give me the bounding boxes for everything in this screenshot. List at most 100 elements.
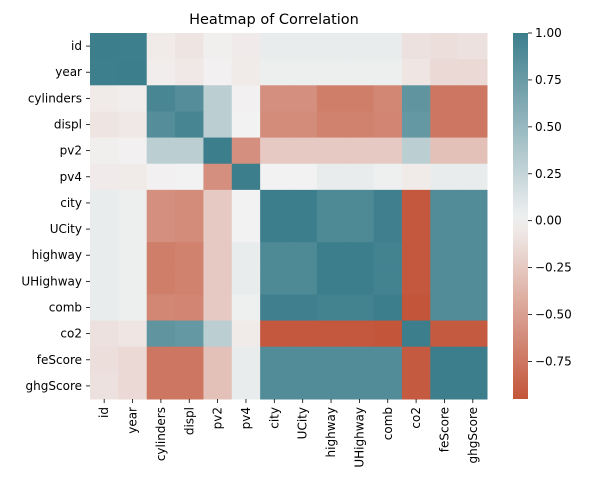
heatmap-cell-co2-city: [260, 320, 289, 348]
y-tick-label-city: city: [60, 196, 82, 210]
heatmap-cell-displ-UCity: [288, 111, 318, 139]
heatmap-cell-displ-year: [118, 111, 148, 139]
heatmap-cell-comb-pv4: [231, 294, 261, 322]
heatmap-cell-co2-cylinders: [146, 320, 176, 348]
heatmap-cell-pv4-year: [118, 163, 148, 191]
heatmap-cell-feScore-pv4: [231, 346, 261, 374]
heatmap-cell-ghgScore-feScore: [430, 372, 460, 400]
x-tick-label-UCity: UCity: [296, 407, 310, 439]
heatmap-cell-cylinders-highway: [316, 85, 346, 112]
heatmap-cell-pv2-comb: [373, 137, 403, 165]
heatmap-cell-comb-highway: [316, 294, 346, 322]
heatmap-cell-pv4-cylinders: [146, 163, 176, 191]
heatmap-cell-UHighway-co2: [401, 268, 431, 295]
heatmap-cell-displ-pv2: [203, 111, 233, 139]
colorbar-tick-label: −0.75: [535, 354, 572, 368]
heatmap-cell-city-displ: [175, 189, 204, 217]
heatmap-cell-pv2-cylinders: [146, 137, 176, 165]
heatmap-cell-UCity-comb: [373, 216, 403, 243]
heatmap-cell-UHighway-highway: [316, 268, 346, 295]
heatmap-cell-pv2-id: [90, 137, 119, 165]
heatmap-cell-UHighway-year: [118, 268, 148, 295]
heatmap-cell-UCity-displ: [175, 216, 204, 243]
heatmap-cell-co2-UHighway: [345, 320, 375, 348]
colorbar-tick-label: 0.75: [535, 73, 562, 87]
heatmap-cell-year-cylinders: [146, 59, 176, 86]
heatmap-cell-highway-cylinders: [146, 242, 176, 269]
x-tick-label-highway: highway: [324, 407, 338, 457]
heatmap-cell-UHighway-pv2: [203, 268, 233, 295]
heatmap-cell-pv4-city: [260, 163, 289, 191]
heatmap-cells: [90, 33, 488, 400]
heatmap-cell-co2-feScore: [430, 320, 460, 348]
colorbar-tick-label: −0.50: [535, 308, 572, 322]
heatmap-cell-displ-city: [260, 111, 289, 139]
heatmap-cell-highway-UHighway: [345, 242, 375, 269]
colorbar-tick-label: 0.00: [535, 214, 562, 228]
heatmap-cell-id-co2: [401, 33, 431, 60]
heatmap-cell-year-feScore: [430, 59, 460, 86]
y-tick-label-cylinders: cylinders: [28, 91, 82, 105]
heatmap-cell-cylinders-city: [260, 85, 289, 112]
heatmap-cell-pv4-co2: [401, 163, 431, 191]
heatmap-cell-pv4-highway: [316, 163, 346, 191]
heatmap-cell-UCity-city: [260, 216, 289, 243]
heatmap-cell-id-pv2: [203, 33, 233, 60]
heatmap-cell-pv4-UHighway: [345, 163, 375, 191]
heatmap-cell-cylinders-feScore: [430, 85, 460, 112]
heatmap-cell-pv2-pv4: [231, 137, 261, 165]
heatmap-cell-id-UCity: [288, 33, 318, 60]
y-tick-labels: id year cylinders displ pv2 pv4 city UCity highw…: [21, 39, 90, 393]
x-tick-label-cylinders: cylinders: [154, 407, 168, 461]
heatmap-cell-city-pv2: [203, 189, 233, 217]
heatmap-cell-ghgScore-cylinders: [146, 372, 176, 400]
heatmap-cell-id-ghgScore: [458, 33, 488, 60]
heatmap-cell-ghgScore-co2: [401, 372, 431, 400]
heatmap-cell-id-highway: [316, 33, 346, 60]
y-tick-label-feScore: feScore: [37, 353, 82, 367]
heatmap-cell-feScore-city: [260, 346, 289, 374]
heatmap-cell-ghgScore-displ: [175, 372, 204, 400]
x-tick-label-co2: co2: [409, 407, 423, 429]
x-tick-label-id: id: [97, 407, 111, 418]
heatmap-cell-highway-displ: [175, 242, 204, 269]
x-tick-label-UHighway: UHighway: [352, 407, 366, 468]
heatmap-cell-pv4-feScore: [430, 163, 460, 191]
heatmap-cell-ghgScore-highway: [316, 372, 346, 400]
heatmap-cell-city-id: [90, 189, 119, 217]
heatmap-cell-highway-feScore: [430, 242, 460, 269]
heatmap-cell-city-cylinders: [146, 189, 176, 217]
heatmap-cell-pv4-id: [90, 163, 119, 191]
y-tick-label-highway: highway: [32, 248, 82, 262]
heatmap-cell-pv2-co2: [401, 137, 431, 165]
heatmap-cell-co2-year: [118, 320, 148, 348]
heatmap-cell-UHighway-id: [90, 268, 119, 295]
heatmap-cell-ghgScore-pv2: [203, 372, 233, 400]
heatmap-cell-UHighway-comb: [373, 268, 403, 295]
heatmap-cell-comb-displ: [175, 294, 204, 322]
heatmap-cell-pv2-year: [118, 137, 148, 165]
heatmap-cell-cylinders-UCity: [288, 85, 318, 112]
heatmap-cell-comb-pv2: [203, 294, 233, 322]
heatmap-cell-highway-highway: [316, 242, 346, 269]
heatmap-cell-cylinders-comb: [373, 85, 403, 112]
heatmap-cell-UCity-cylinders: [146, 216, 176, 243]
y-tick-label-comb: comb: [49, 301, 82, 315]
heatmap-cell-UHighway-pv4: [231, 268, 261, 295]
heatmap-cell-co2-UCity: [288, 320, 318, 348]
heatmap-cell-co2-pv4: [231, 320, 261, 348]
heatmap-cell-year-pv4: [231, 59, 261, 86]
heatmap-cell-id-id: [90, 33, 119, 60]
heatmap-cell-feScore-feScore: [430, 346, 460, 374]
heatmap-cell-comb-year: [118, 294, 148, 322]
heatmap-cell-comb-feScore: [430, 294, 460, 322]
heatmap-cell-UHighway-UCity: [288, 268, 318, 295]
x-tick-label-pv4: pv4: [239, 407, 253, 429]
heatmap-cell-city-UCity: [288, 189, 318, 217]
heatmap-cell-displ-pv4: [231, 111, 261, 139]
y-tick-label-year: year: [55, 65, 82, 79]
heatmap-cell-pv2-ghgScore: [458, 137, 488, 165]
heatmap-cell-id-UHighway: [345, 33, 375, 60]
heatmap-cell-highway-UCity: [288, 242, 318, 269]
heatmap-cell-id-year: [118, 33, 148, 60]
